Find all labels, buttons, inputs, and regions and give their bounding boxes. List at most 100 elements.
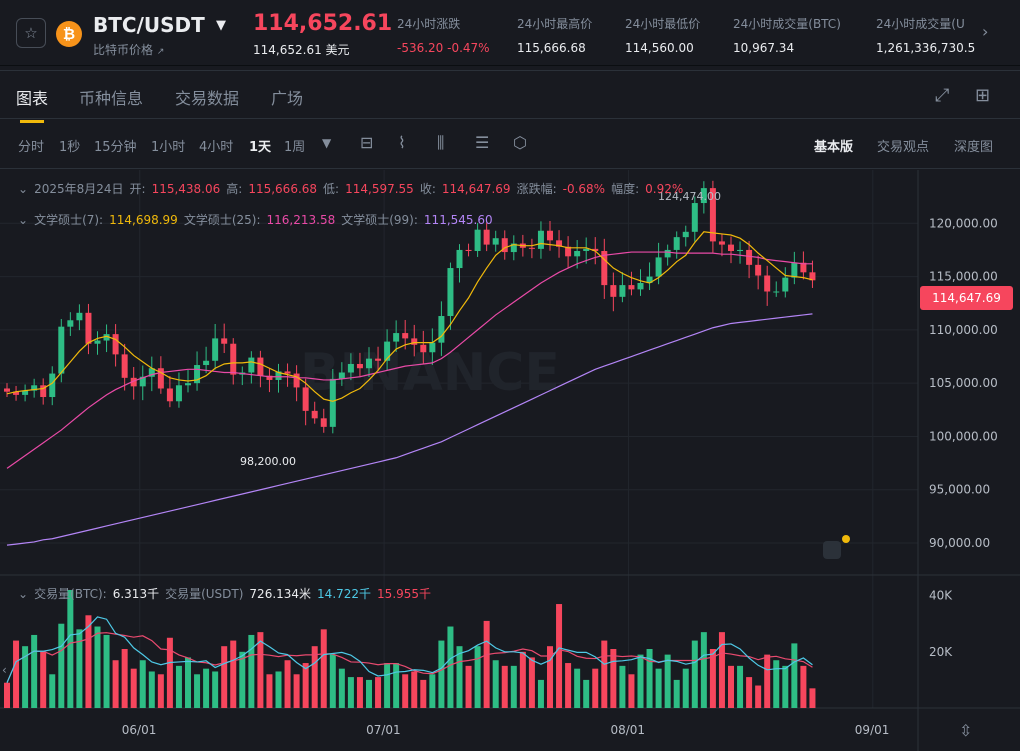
- pair-selector[interactable]: BTC/USDT: [93, 13, 205, 37]
- timeframe-4h[interactable]: 4小时: [199, 140, 234, 155]
- ma7-label: 文学硕士(7):: [34, 213, 104, 227]
- price-axis-label: 95,000.00: [929, 483, 990, 497]
- chevron-right-icon[interactable]: ›: [982, 22, 989, 41]
- ma-legend: ⌄ 文学硕士(7): 114,698.99 文学硕士(25): 116,213.58 文学…: [18, 211, 499, 228]
- timeframe-15m[interactable]: 15分钟: [94, 140, 137, 155]
- layout-grid-icon[interactable]: ⊞: [975, 85, 991, 106]
- volume-bar: [610, 649, 617, 708]
- legend-amplitude: 0.92%: [645, 182, 684, 196]
- tab-coin-info[interactable]: 币种信息: [79, 89, 144, 108]
- candle-body: [782, 277, 789, 292]
- candle-body: [746, 249, 753, 265]
- notification-dot: [842, 535, 850, 543]
- alert-button-icon[interactable]: [823, 541, 841, 559]
- chart-type-icon[interactable]: ⫼: [437, 133, 445, 152]
- indicators-icon[interactable]: ⌇: [398, 133, 406, 152]
- candle-body: [791, 262, 798, 278]
- collapse-caret-icon[interactable]: ⌄: [18, 213, 29, 227]
- view-basic[interactable]: 基本版: [814, 140, 854, 155]
- candle-body: [655, 257, 662, 277]
- view-trading-ideas[interactable]: 交易观点: [877, 140, 930, 155]
- volume-bar: [791, 643, 798, 708]
- tab-square[interactable]: 广场: [271, 89, 304, 108]
- stat-value: 10,967.34: [733, 41, 795, 55]
- timeframe-1d[interactable]: 1天: [249, 140, 272, 155]
- legend-open: 115,438.06: [151, 182, 221, 196]
- volume-bar: [257, 632, 264, 708]
- candle-body: [384, 341, 391, 361]
- time-range-icon[interactable]: ⊟: [360, 133, 374, 152]
- collapse-caret-icon[interactable]: ⌄: [18, 182, 29, 196]
- candle-body: [483, 229, 490, 245]
- stat-label: 24小时最高价: [517, 17, 593, 31]
- volume-bar: [221, 646, 228, 708]
- tools-icon[interactable]: ⬡: [513, 133, 527, 152]
- timeframe-1s[interactable]: 1秒: [59, 140, 81, 155]
- candle-body: [565, 246, 572, 257]
- volume-bar: [311, 646, 318, 708]
- legend-close-label: 收:: [419, 182, 436, 196]
- expand-icon[interactable]: ⤢: [935, 85, 950, 106]
- volume-bar: [637, 654, 644, 708]
- bitcoin-logo-icon: ₿: [56, 21, 82, 47]
- date-axis-label: 08/01: [610, 723, 645, 737]
- last-price-usd: 114,652.61 美元: [253, 43, 350, 57]
- stat-label: 24小时成交量(U: [876, 17, 965, 31]
- volume-bar: [420, 679, 427, 708]
- view-depth[interactable]: 深度图: [954, 140, 994, 155]
- ohlc-legend: ⌄ 2025年8月24日 开: 115,438.06 高: 115,666.68 低: 114…: [18, 180, 689, 197]
- settings-icon[interactable]: ☰: [475, 133, 490, 152]
- ma25-line: [6, 251, 813, 469]
- candle-body: [49, 373, 56, 398]
- candle-body: [356, 363, 363, 369]
- volume-bar: [809, 688, 816, 708]
- volume-bar: [230, 640, 237, 708]
- legend-high-label: 高:: [226, 182, 243, 196]
- caret-down-icon[interactable]: ▼: [216, 18, 226, 33]
- volume-bar: [438, 640, 445, 708]
- candle-body: [157, 368, 164, 389]
- volume-ma1-line: [6, 616, 813, 683]
- ma99-value: 111,545.60: [423, 213, 493, 227]
- vol-btc-label: 交易量(BTC):: [34, 587, 107, 601]
- volume-bar: [655, 668, 662, 708]
- candle-body: [230, 343, 237, 375]
- volume-bar: [148, 671, 155, 708]
- candle-body: [139, 376, 146, 387]
- timeframe-1min-line[interactable]: 分时: [18, 140, 45, 155]
- candle-body: [185, 383, 191, 386]
- stat-24h-change: 24小时涨跌 -536.20 -0.47%: [397, 15, 490, 55]
- auto-scale-icon[interactable]: ⇳: [959, 721, 972, 740]
- volume-bar: [212, 671, 219, 708]
- timeframe-1w[interactable]: 1周: [284, 140, 306, 155]
- vol-ma2-value: 15.955千: [377, 587, 432, 601]
- candle-body: [85, 312, 92, 344]
- chart-tabs: 图表 币种信息 交易数据 广场 ⤢ ⊞: [0, 71, 1020, 123]
- tab-trading-data[interactable]: 交易数据: [175, 89, 240, 108]
- candle-body: [438, 316, 445, 343]
- scroll-left-icon[interactable]: ‹: [2, 663, 7, 677]
- collapse-caret-icon[interactable]: ⌄: [18, 587, 29, 601]
- volume-bar: [266, 674, 273, 708]
- coin-name-link[interactable]: 比特币价格 ↗: [93, 43, 165, 57]
- stat-24h-volume-usdt: 24小时成交量(U 1,261,336,730.5: [876, 15, 976, 55]
- volume-bar: [49, 674, 56, 708]
- candle-body: [700, 188, 707, 204]
- volume-bar: [4, 682, 10, 708]
- legend-low: 114,597.55: [345, 182, 414, 196]
- candle-body: [284, 371, 291, 374]
- volume-bar: [773, 660, 780, 708]
- volume-bar: [764, 654, 771, 708]
- favorite-star-icon[interactable]: ☆: [16, 18, 46, 48]
- candle-body: [474, 229, 481, 251]
- more-timeframes-caret-icon[interactable]: ▼: [322, 136, 332, 150]
- candle-body: [94, 340, 101, 344]
- candle-body: [148, 368, 155, 377]
- volume-bar: [185, 657, 191, 708]
- candle-body: [329, 378, 336, 427]
- candle-body: [547, 230, 553, 241]
- timeframe-1h[interactable]: 1小时: [151, 140, 186, 155]
- stat-24h-low: 24小时最低价 114,560.00: [625, 15, 700, 55]
- candlestick-chart[interactable]: BINANCE124,474.0098,200.00120,000.00115,…: [0, 170, 1020, 751]
- tab-chart[interactable]: 图表: [16, 85, 48, 123]
